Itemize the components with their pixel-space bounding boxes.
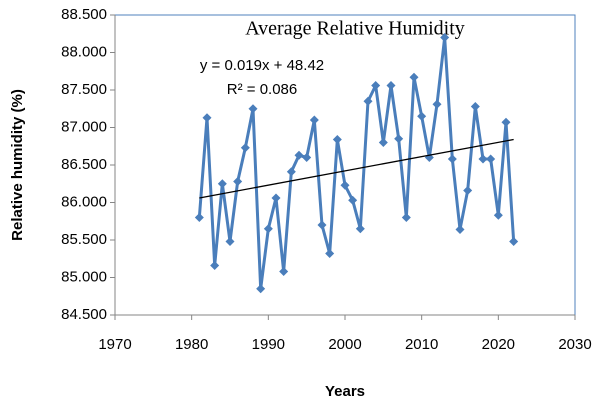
data-marker bbox=[409, 72, 419, 82]
trend-equation: y = 0.019x + 48.42 bbox=[200, 57, 324, 74]
data-marker bbox=[378, 138, 388, 147]
data-marker bbox=[509, 237, 519, 246]
data-marker bbox=[271, 193, 281, 203]
data-marker bbox=[294, 150, 304, 160]
y-tick-label: 88.000 bbox=[61, 43, 107, 60]
y-tick-label: 85.500 bbox=[61, 231, 107, 248]
data-marker bbox=[401, 213, 411, 222]
x-tick-label: 1980 bbox=[175, 336, 208, 353]
data-marker bbox=[478, 154, 488, 164]
data-line bbox=[197, 36, 516, 291]
x-tick-label: 1990 bbox=[252, 336, 285, 353]
y-tick-label: 86.000 bbox=[61, 193, 107, 210]
data-marker bbox=[501, 117, 511, 127]
data-marker bbox=[486, 154, 496, 164]
x-tick-label: 2020 bbox=[482, 336, 515, 353]
data-marker bbox=[248, 104, 258, 114]
data-marker bbox=[432, 99, 442, 109]
data-marker bbox=[440, 33, 450, 42]
data-marker bbox=[217, 179, 227, 189]
data-marker bbox=[332, 135, 342, 144]
data-marker bbox=[263, 224, 273, 234]
data-marker bbox=[493, 210, 503, 220]
data-marker bbox=[348, 195, 358, 205]
data-marker bbox=[386, 81, 396, 90]
data-marker bbox=[317, 220, 327, 230]
data-marker bbox=[371, 81, 381, 90]
data-marker bbox=[194, 213, 204, 222]
data-marker bbox=[202, 113, 212, 123]
data-marker bbox=[309, 115, 319, 125]
data-marker bbox=[463, 186, 473, 195]
data-marker bbox=[225, 237, 235, 246]
data-marker bbox=[394, 134, 404, 144]
data-marker bbox=[470, 102, 480, 111]
data-marker bbox=[286, 167, 296, 177]
data-marker bbox=[233, 177, 243, 186]
y-tick-label: 87.500 bbox=[61, 81, 107, 98]
data-marker bbox=[447, 154, 457, 164]
chart-title: Average Relative Humidity bbox=[245, 18, 465, 40]
trend-line bbox=[199, 138, 514, 199]
data-marker bbox=[302, 153, 312, 162]
x-tick-label: 2000 bbox=[328, 336, 361, 353]
x-axis-label: Years bbox=[325, 383, 365, 400]
data-marker bbox=[455, 225, 465, 234]
y-tick-label: 87.000 bbox=[61, 118, 107, 135]
y-axis-label: Relative humidity (%) bbox=[9, 89, 26, 241]
data-marker bbox=[325, 249, 335, 258]
x-tick-label: 2030 bbox=[558, 336, 591, 353]
data-marker bbox=[256, 284, 266, 294]
x-tick-label: 1970 bbox=[98, 336, 131, 353]
y-tick-label: 85.000 bbox=[61, 268, 107, 285]
x-tick-label: 2010 bbox=[405, 336, 438, 353]
data-marker bbox=[355, 224, 365, 234]
data-marker bbox=[240, 143, 250, 153]
plot-frame bbox=[114, 14, 576, 316]
data-marker bbox=[417, 111, 427, 121]
data-marker bbox=[279, 267, 289, 276]
r-squared: R² = 0.086 bbox=[227, 81, 297, 98]
data-marker bbox=[363, 96, 373, 106]
y-tick-label: 84.500 bbox=[61, 306, 107, 323]
y-tick-label: 86.500 bbox=[61, 156, 107, 173]
y-tick-label: 88.500 bbox=[61, 6, 107, 23]
data-marker bbox=[210, 261, 220, 270]
data-marker bbox=[340, 180, 350, 190]
